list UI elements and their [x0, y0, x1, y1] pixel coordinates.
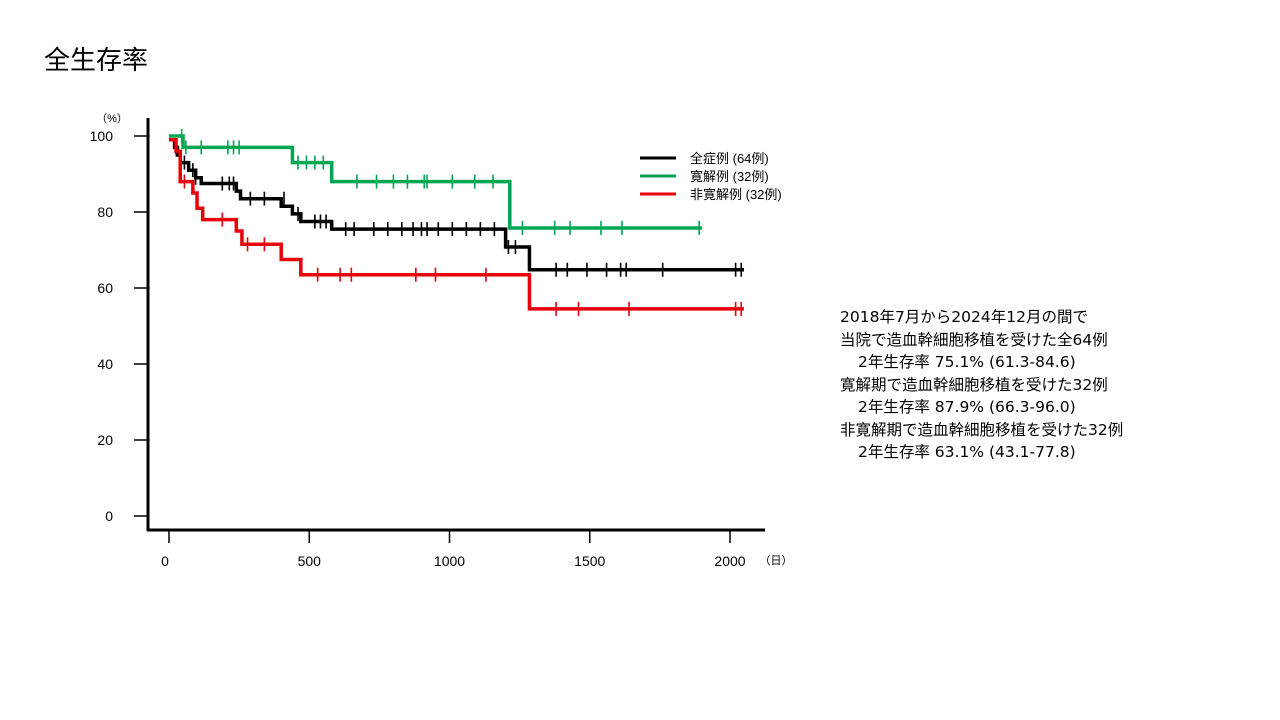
slide-title: 全生存率 — [44, 46, 149, 76]
stats-line: 2年生存率 63.1% (43.1-77.8) — [858, 443, 1076, 461]
y-tick-label: 0 — [105, 508, 113, 524]
x-tick-label: 2000 — [714, 553, 745, 569]
x-axis-unit: （日） — [760, 554, 793, 567]
legend-label: 全症例 (64例) — [690, 151, 769, 166]
stats-line: 非寛解期で造血幹細胞移植を受けた32例 — [840, 420, 1124, 439]
series-line — [169, 138, 745, 311]
x-tick-label: 1000 — [434, 553, 465, 569]
y-axis-unit: （%） — [96, 112, 128, 125]
x-tick-label: 1500 — [574, 553, 605, 569]
y-tick-label: 100 — [90, 128, 114, 144]
series-line — [169, 134, 702, 230]
stats-line: 当院で造血幹細胞移植を受けた全64例 — [840, 330, 1108, 349]
y-tick-label: 60 — [97, 280, 113, 296]
stats-line: 寛解期で造血幹細胞移植を受けた32例 — [840, 375, 1108, 394]
survival-stats: 2018年7月から2024年12月の間で 当院で造血幹細胞移植を受けた全64例 … — [840, 306, 1123, 464]
y-tick-label: 20 — [97, 432, 113, 448]
x-tick-label: 500 — [298, 553, 322, 569]
y-tick-label: 40 — [97, 356, 113, 372]
y-tick-label: 80 — [97, 204, 113, 220]
legend-label: 寛解例 (32例) — [690, 169, 769, 184]
stats-line: 2年生存率 75.1% (61.3-84.6) — [858, 353, 1076, 371]
stats-line: 2年生存率 87.9% (66.3-96.0) — [858, 398, 1076, 416]
series-line — [169, 138, 745, 272]
stats-line: 2018年7月から2024年12月の間で — [840, 308, 1088, 326]
legend-label: 非寛解例 (32例) — [690, 187, 782, 202]
x-tick-label: 0 — [161, 553, 169, 569]
